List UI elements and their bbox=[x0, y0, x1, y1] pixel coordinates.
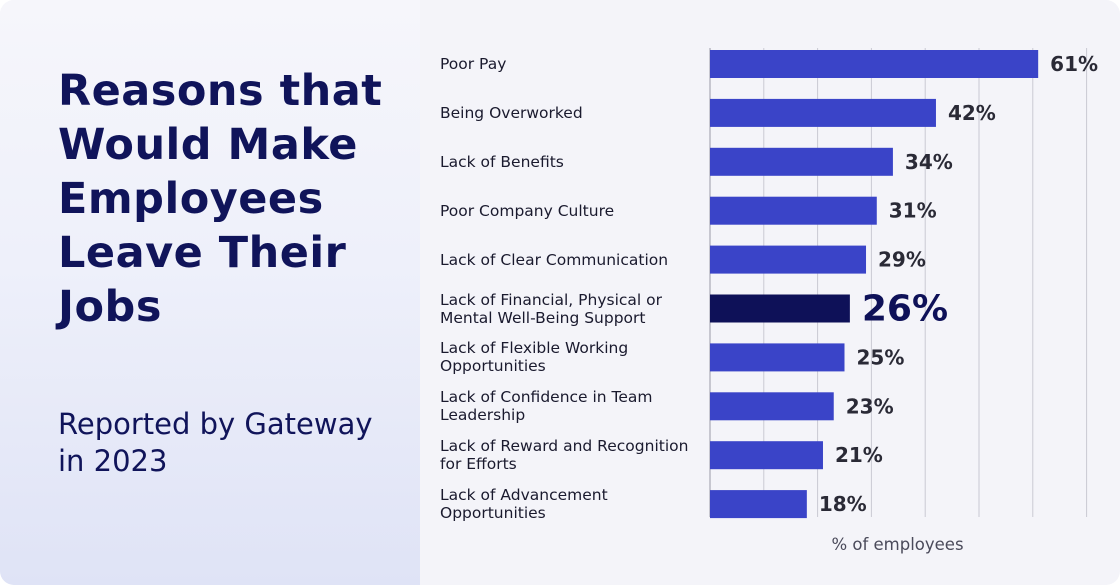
bar-value-label: 61% bbox=[1050, 52, 1098, 76]
bar-value-label: 29% bbox=[878, 248, 926, 272]
bar-value-label: 31% bbox=[889, 199, 937, 223]
bar bbox=[710, 294, 850, 323]
bar-value-label: 42% bbox=[948, 101, 996, 125]
category-label: Poor Company Culture bbox=[440, 201, 615, 220]
bar bbox=[710, 98, 936, 127]
category-label: Lack of Flexible Working Opportunities bbox=[440, 339, 629, 376]
bar-value-label: 26% bbox=[862, 289, 948, 330]
bar bbox=[710, 392, 834, 421]
category-label: Lack of Advancement Opportunities bbox=[440, 486, 608, 523]
bar bbox=[710, 245, 867, 274]
bar-value-label: 18% bbox=[819, 492, 867, 516]
bar-value-label: 25% bbox=[857, 345, 905, 369]
bar-value-label: 23% bbox=[846, 394, 894, 418]
bar bbox=[710, 147, 893, 176]
category-label: Being Overworked bbox=[440, 103, 583, 122]
bar bbox=[710, 196, 877, 225]
bar-value-label: 34% bbox=[905, 150, 953, 174]
bar bbox=[710, 343, 845, 372]
category-label: Lack of Benefits bbox=[440, 152, 564, 171]
bar bbox=[710, 441, 823, 470]
category-label: Lack of Clear Communication bbox=[440, 250, 669, 269]
category-label: Poor Pay bbox=[440, 55, 507, 73]
bar-chart-svg: 61% 42% 34% 31% 29% 26% 25% 23% 21% 18% bbox=[709, 48, 1098, 519]
category-label: Lack of Reward and Recognition for Effor… bbox=[440, 437, 689, 474]
chart-title: Reasons that Would Make Employees Leave … bbox=[58, 66, 383, 332]
bar bbox=[710, 490, 807, 519]
bar-chart: 61% 42% 34% 31% 29% 26% 25% 23% 21% 18% Poor Pay B… bbox=[420, 0, 1120, 585]
chart-subtitle: Reported by Gateway in 2023 bbox=[58, 407, 373, 478]
bar-value-label: 21% bbox=[835, 443, 883, 467]
category-label: Lack of Confidence in Team Leadership bbox=[440, 388, 653, 425]
category-label: Lack of Financial, Physical or Mental We… bbox=[440, 290, 662, 327]
x-axis-label: % of employees bbox=[831, 535, 964, 554]
title-panel: Reasons that Would Make Employees Leave … bbox=[0, 0, 420, 585]
bar bbox=[710, 50, 1039, 78]
